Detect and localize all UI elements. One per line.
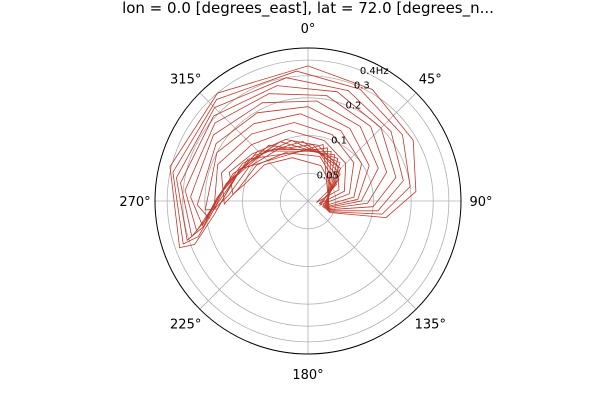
contour-line-1 — [220, 129, 347, 205]
contour-line-5 — [190, 100, 379, 227]
contour-line-4 — [196, 106, 370, 220]
angle-tick-label: 0° — [301, 22, 316, 37]
angular-gridline-315 — [199, 92, 309, 202]
polar-grid — [154, 47, 462, 355]
angular-gridline-135 — [307, 200, 417, 310]
contour-line-9 — [172, 70, 411, 245]
radial-tick-label: 0.4Hz — [360, 66, 389, 77]
angle-tick-label: 135° — [415, 317, 446, 332]
contour-line-2 — [213, 122, 355, 211]
angle-tick-label: 270° — [119, 195, 150, 210]
polar-frame — [154, 47, 462, 355]
angular-gridline-225 — [199, 200, 309, 310]
contour-line-8 — [175, 77, 404, 241]
contour-line-6 — [184, 93, 388, 232]
angle-tick-label: 45° — [419, 73, 442, 88]
angular-gridline-45 — [307, 92, 417, 202]
contour-line-10 — [169, 65, 417, 249]
radial-tick-label: 0.3 — [354, 80, 370, 91]
contour-line-3 — [204, 113, 363, 211]
radial-tick-label: 0.1 — [331, 136, 347, 147]
angle-tick-label: 90° — [469, 195, 492, 210]
angle-tick-label: 180° — [292, 368, 323, 383]
radial-tick-label: 0.2 — [346, 101, 362, 112]
contour-lines — [169, 65, 417, 249]
angle-tick-label: 315° — [170, 73, 201, 88]
angle-tick-label: 225° — [170, 317, 201, 332]
axis-labels: 0° 45° 90° 135° 180° 225° 270° 315° 0.05 0.1 0.2 0.… — [119, 22, 492, 383]
radial-tick-label: 0.05 — [317, 170, 339, 181]
chart-title: lon = 0.0 [degrees_east], lat = 72.0 [de… — [122, 0, 494, 18]
contour-line-7 — [180, 85, 397, 238]
